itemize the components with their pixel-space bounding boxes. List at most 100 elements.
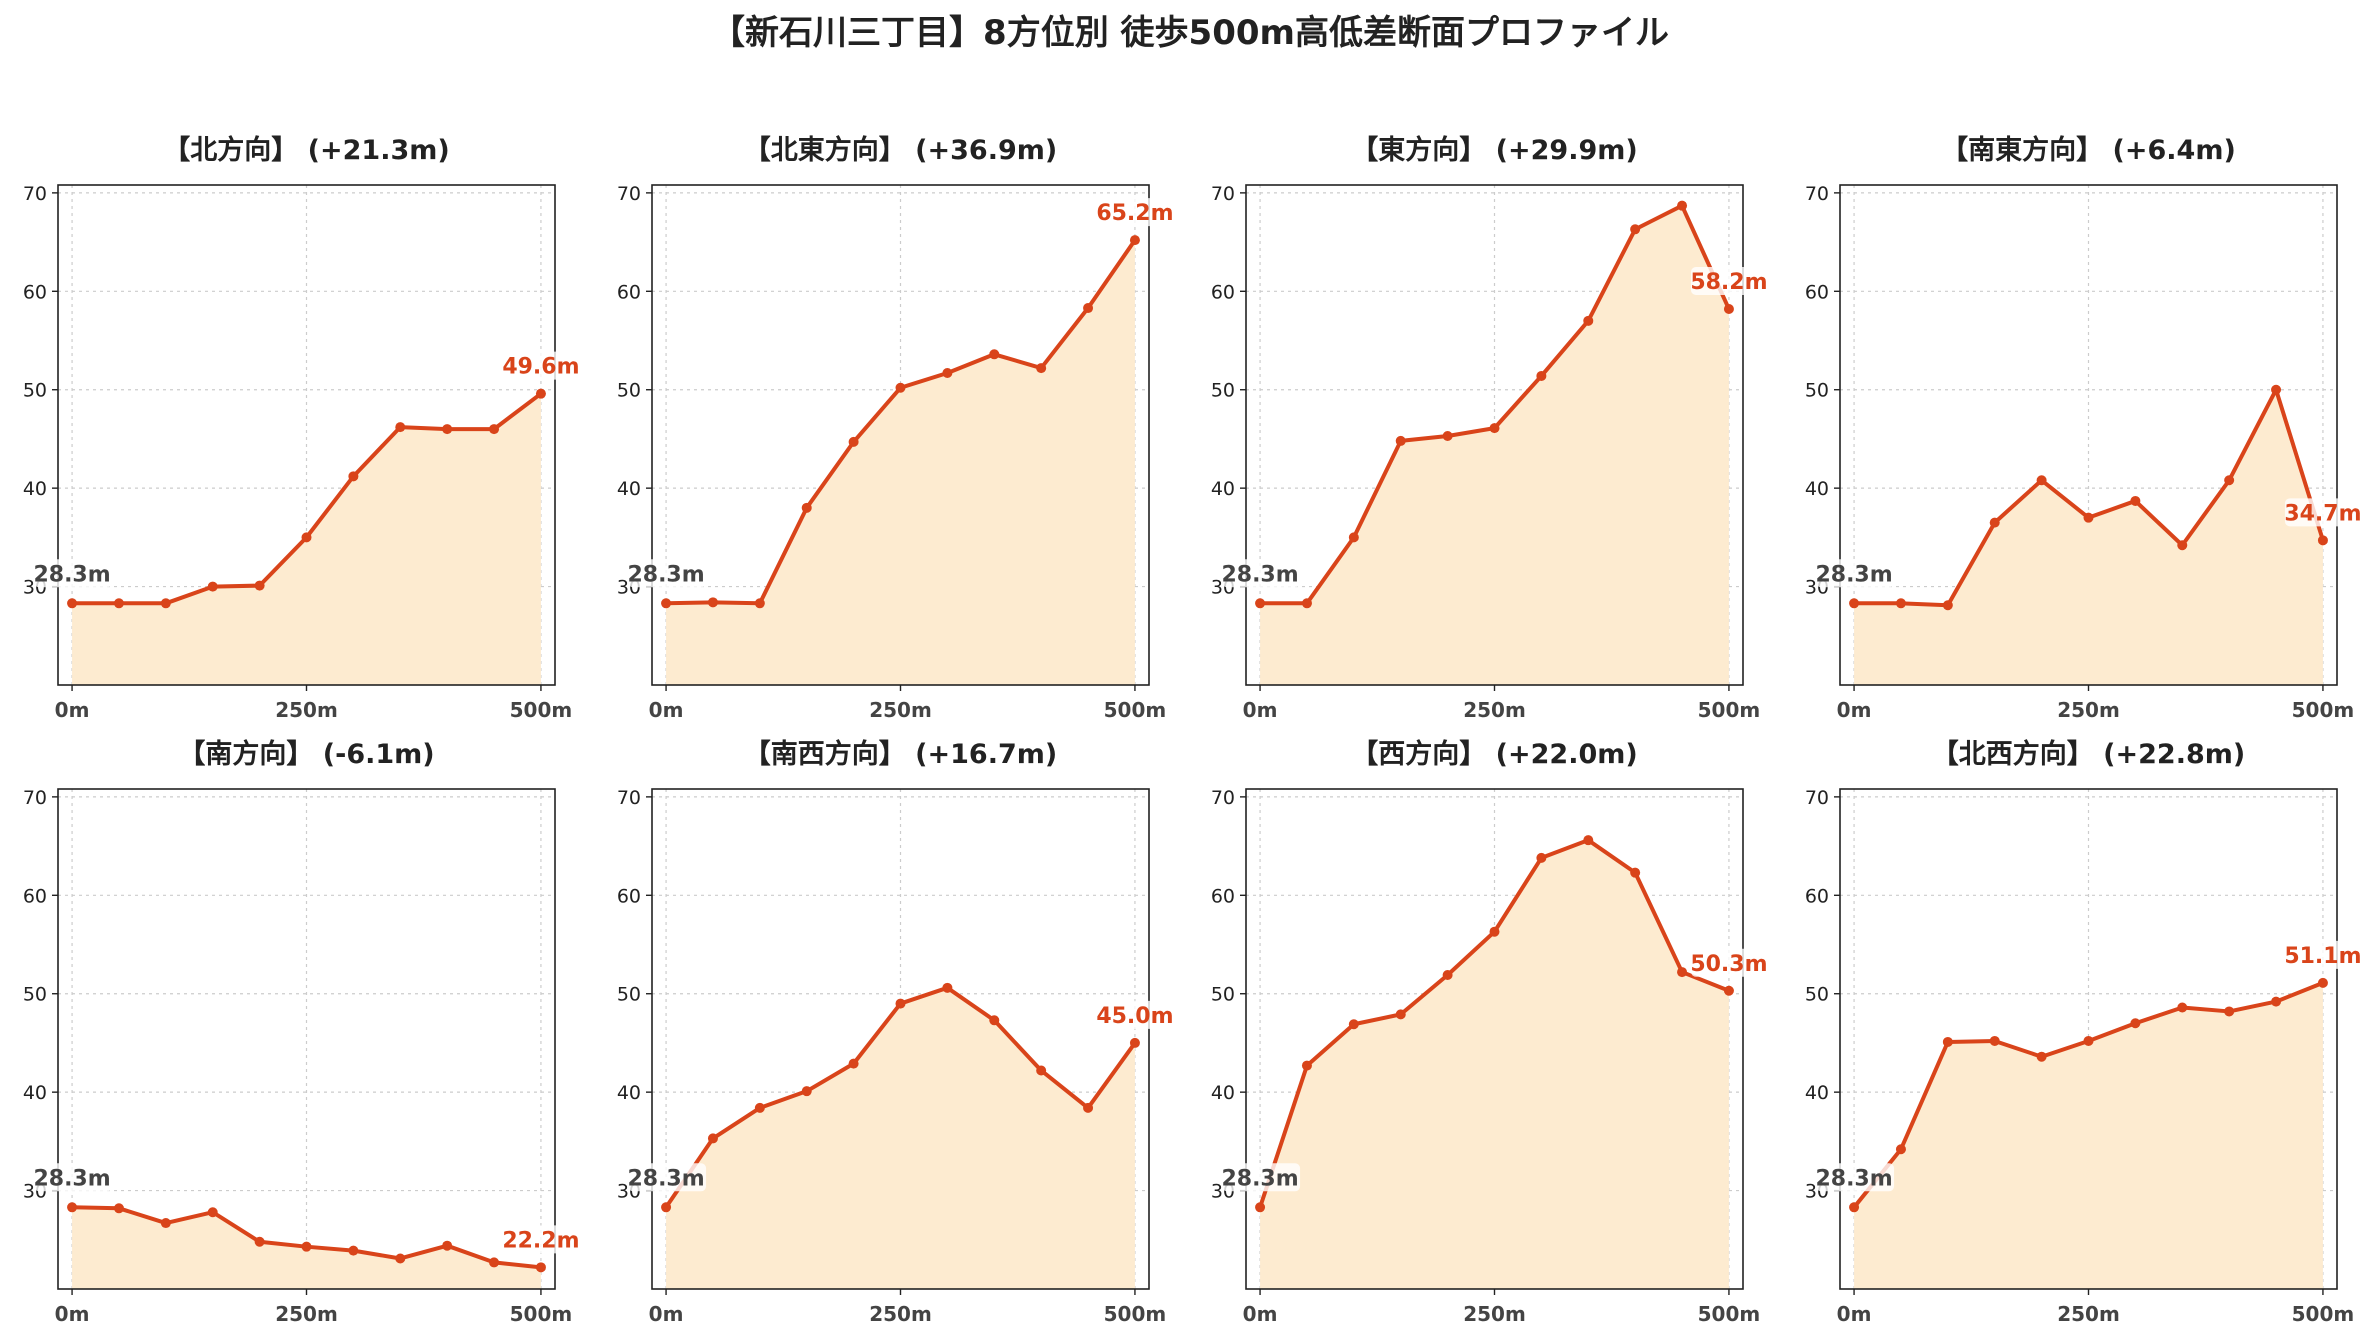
data-point (2083, 512, 2094, 523)
data-point (1129, 235, 1140, 246)
start-label: 28.3m (1815, 562, 1892, 587)
data-point (348, 1245, 359, 1256)
data-point (942, 367, 953, 378)
data-point (1583, 835, 1594, 846)
end-label: 34.7m (2284, 501, 2361, 526)
end-label-background (1690, 267, 1769, 296)
data-point (801, 1086, 812, 1097)
panel-title: 【北西方向】 (+22.8m) (1932, 738, 2245, 770)
y-tick-label: 50 (23, 984, 47, 1006)
x-tick-label: 500m (2292, 1302, 2355, 1326)
data-point (707, 1133, 718, 1144)
data-point (1677, 967, 1688, 978)
panel-title: 【南西方向】 (+16.7m) (744, 738, 1057, 770)
data-point (1083, 1102, 1094, 1113)
data-point (1129, 1037, 1140, 1048)
start-label: 28.3m (1815, 1166, 1892, 1191)
figure-title: 【新石川三丁目】8方位別 徒歩500m高低差断面プロファイル (711, 13, 1669, 53)
panel-title: 【南方向】 (-6.1m) (178, 738, 434, 770)
data-point (2177, 540, 2188, 551)
end-label: 45.0m (1096, 1004, 1173, 1029)
x-tick-label: 0m (649, 698, 684, 722)
data-point (442, 424, 453, 435)
y-tick-label: 40 (1805, 478, 1829, 500)
data-point (1536, 370, 1547, 381)
data-point (2271, 384, 2282, 395)
data-point (67, 1202, 78, 1213)
data-point (489, 1257, 500, 1268)
data-point (2036, 475, 2047, 486)
data-point (1442, 430, 1453, 441)
plot-frame (1245, 184, 1744, 686)
data-point (348, 471, 359, 482)
data-point (1395, 1009, 1406, 1020)
y-tick-label: 40 (1211, 478, 1235, 500)
x-tick-label: 250m (275, 698, 338, 722)
y-tick-label: 50 (1211, 984, 1235, 1006)
plot-frame (57, 788, 556, 1290)
y-tick-label: 70 (1211, 183, 1235, 205)
data-point (661, 1202, 672, 1213)
start-label-background (34, 1163, 113, 1192)
end-label: 65.2m (1096, 201, 1173, 226)
data-point (113, 1203, 124, 1214)
data-point (2271, 996, 2282, 1007)
plot-frame (1839, 184, 2338, 686)
end-label: 58.2m (1690, 270, 1767, 295)
y-tick-label: 60 (617, 885, 641, 907)
data-point (160, 598, 171, 609)
data-point (1395, 435, 1406, 446)
start-label: 28.3m (627, 562, 704, 587)
y-tick-label: 40 (617, 1082, 641, 1104)
panel-title: 【西方向】 (+22.0m) (1351, 738, 1637, 770)
y-tick-label: 40 (617, 478, 641, 500)
area-fill (666, 240, 1135, 685)
x-tick-label: 500m (1698, 1302, 1761, 1326)
y-tick-label: 70 (1805, 787, 1829, 809)
start-label-background (1222, 559, 1301, 588)
data-point (848, 436, 859, 447)
y-tick-label: 50 (1805, 380, 1829, 402)
x-tick-label: 250m (2057, 698, 2120, 722)
data-point (1583, 315, 1594, 326)
area-fill (1260, 205, 1729, 685)
y-tick-label: 70 (23, 183, 47, 205)
start-label-background (1816, 1163, 1895, 1192)
data-point (2130, 495, 2141, 506)
data-point (1036, 1065, 1047, 1076)
y-tick-label: 60 (617, 281, 641, 303)
y-tick-label: 60 (23, 885, 47, 907)
start-label-background (1816, 559, 1895, 588)
y-tick-label: 70 (1805, 183, 1829, 205)
y-tick-label: 60 (1211, 885, 1235, 907)
end-label-background (2284, 498, 2363, 527)
data-point (1301, 598, 1312, 609)
data-point (489, 424, 500, 435)
data-point (1630, 224, 1641, 235)
data-point (301, 532, 312, 543)
data-point (160, 1218, 171, 1229)
y-tick-label: 40 (23, 478, 47, 500)
y-tick-label: 70 (1211, 787, 1235, 809)
x-tick-label: 500m (2292, 698, 2355, 722)
plot-frame (57, 184, 556, 686)
start-label-background (628, 1163, 707, 1192)
data-point (2177, 1002, 2188, 1013)
end-label-background (2284, 940, 2363, 969)
x-tick-label: 250m (275, 1302, 338, 1326)
panel-title: 【北東方向】 (+36.9m) (744, 134, 1057, 166)
y-tick-label: 70 (23, 787, 47, 809)
data-point (1989, 1035, 2000, 1046)
data-point (1849, 1202, 1860, 1213)
data-point (301, 1241, 312, 1252)
end-label-background (502, 1225, 581, 1254)
y-tick-label: 70 (617, 787, 641, 809)
data-point (2317, 977, 2328, 988)
